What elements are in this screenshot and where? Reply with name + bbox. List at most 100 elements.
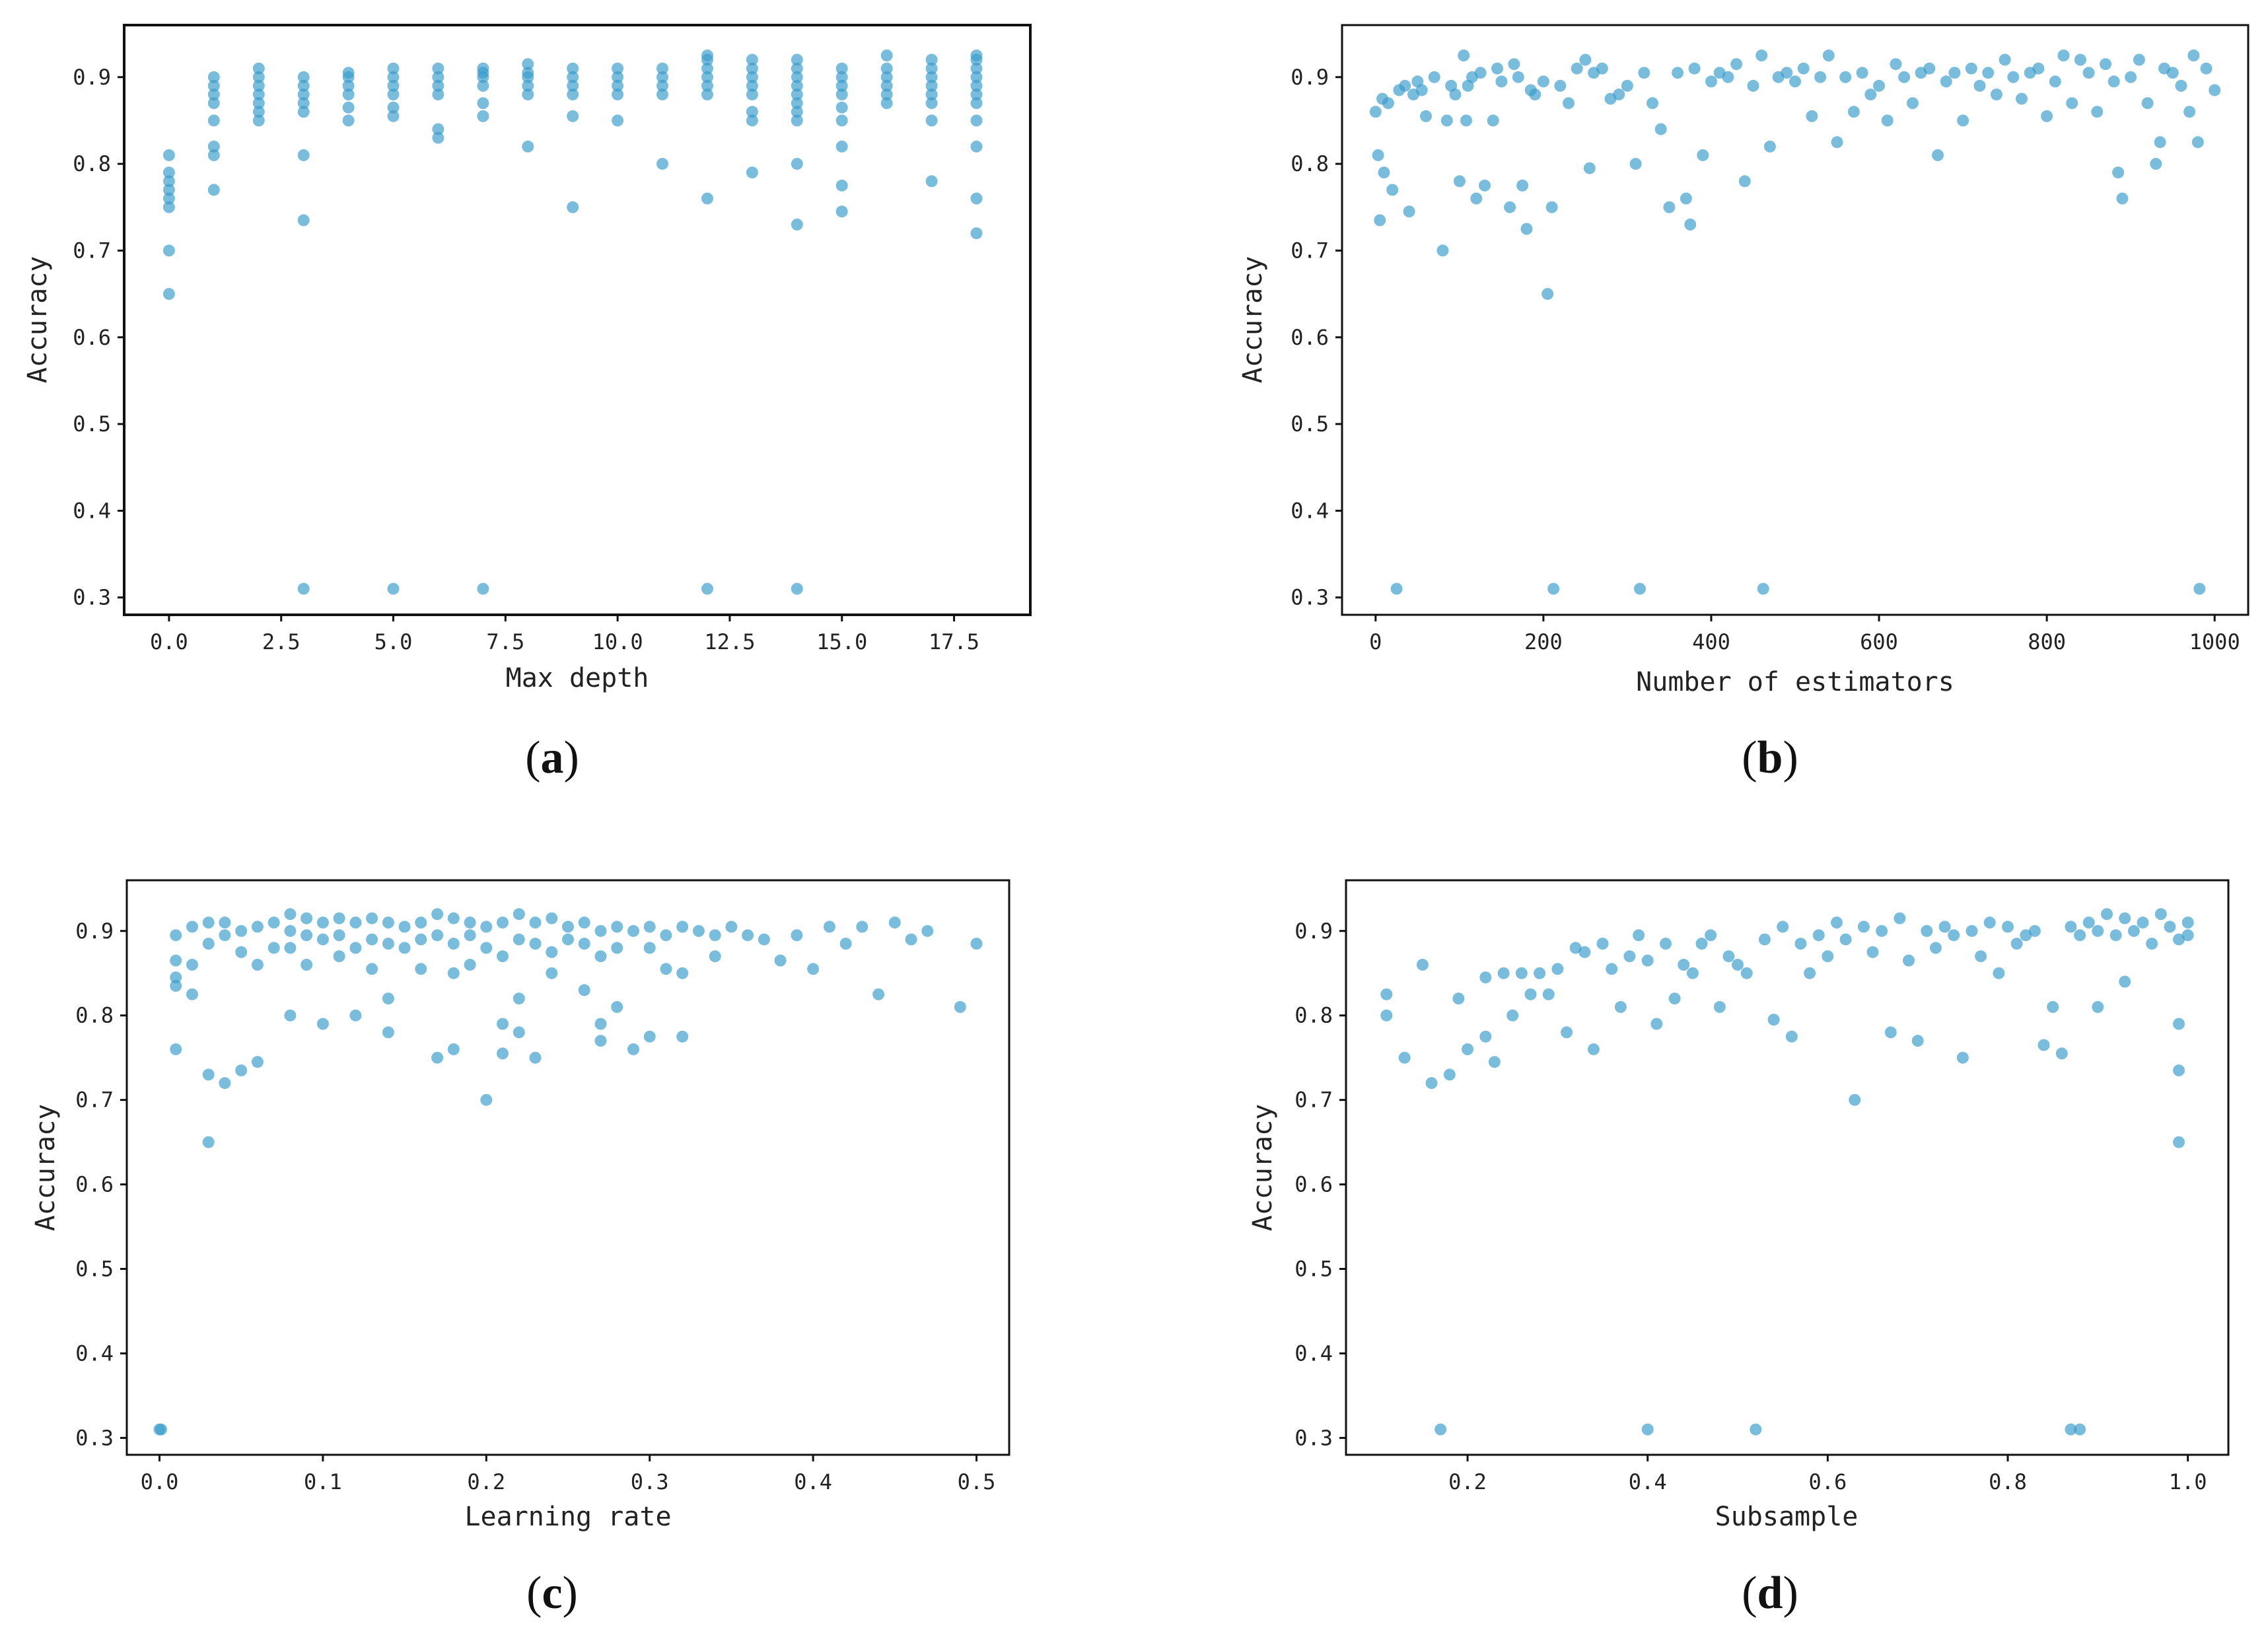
data-point-b-82: [1856, 67, 1868, 79]
y-tick-label-b-4: 0.7: [1291, 238, 1329, 263]
data-point-c-106: [742, 929, 754, 942]
data-point-d-40: [1740, 967, 1753, 979]
x-ticks-a: 0.0 2.5 5.0 7.5 10.0 12.5 15.0 17.5: [150, 615, 979, 654]
data-point-b-100: [2007, 71, 2020, 83]
data-point-b-13: [1415, 84, 1428, 96]
data-point-a-131: [970, 62, 983, 75]
data-point-a-57: [522, 58, 534, 71]
data-point-b-80: [1839, 71, 1852, 83]
data-point-c-95: [643, 942, 656, 954]
data-point-a-137: [970, 140, 983, 153]
data-point-a-10: [207, 88, 220, 101]
data-point-c-82: [578, 917, 590, 928]
x-tick-label-b-4: 800: [2028, 629, 2066, 654]
data-point-c-49: [398, 942, 411, 954]
y-tick-label-a-3: 0.6: [73, 325, 111, 350]
data-point-c-32: [316, 917, 329, 928]
data-point-a-11: [207, 97, 220, 110]
data-point-a-46: [432, 79, 444, 92]
data-point-b-27: [1479, 179, 1491, 192]
data-point-a-132: [970, 71, 983, 83]
data-point-a-25: [297, 88, 310, 101]
data-point-a-113: [835, 179, 848, 192]
data-point-b-87: [1898, 71, 1911, 83]
y-tick-label-d-6: 0.9: [1294, 919, 1333, 944]
data-point-c-1: [155, 1423, 167, 1436]
data-point-a-93: [746, 114, 758, 127]
data-point-a-38: [387, 71, 400, 83]
data-point-b-5: [1382, 97, 1394, 110]
data-point-b-51: [1621, 79, 1633, 92]
data-point-a-86: [701, 582, 713, 595]
data-point-b-1: [1372, 149, 1384, 161]
data-point-d-9: [1479, 971, 1492, 984]
data-point-d-71: [2020, 929, 2032, 942]
plot-frame-d: [1345, 879, 2230, 1456]
x-tick-label-b-0: 0: [1369, 629, 1382, 654]
data-point-d-10: [1479, 1030, 1492, 1043]
data-point-a-66: [567, 88, 579, 101]
data-point-a-1: [162, 166, 175, 179]
data-point-d-14: [1515, 967, 1528, 979]
x-ticks-d: 0.2 0.4 0.6 0.8 1.0: [1448, 1455, 2207, 1494]
data-point-d-11: [1488, 1056, 1501, 1068]
data-point-c-39: [349, 942, 362, 954]
data-point-c-81: [562, 933, 574, 946]
data-point-c-96: [643, 1030, 656, 1043]
data-point-c-37: [333, 950, 345, 963]
x-tick-label-c-0: 0.0: [141, 1469, 179, 1494]
data-point-b-56: [1654, 123, 1667, 135]
data-point-c-102: [692, 925, 705, 937]
data-point-b-104: [2041, 110, 2053, 122]
data-point-a-89: [746, 71, 758, 83]
y-tick-label-d-1: 0.4: [1294, 1341, 1333, 1366]
data-point-a-102: [791, 114, 803, 127]
data-point-a-118: [880, 79, 893, 92]
data-point-d-72: [2028, 925, 2041, 937]
data-point-b-71: [1763, 140, 1776, 153]
data-point-b-90: [1923, 62, 1936, 75]
data-point-b-116: [2133, 53, 2145, 66]
data-point-b-70: [1757, 582, 1769, 595]
data-point-c-17: [235, 925, 248, 937]
data-point-a-135: [970, 97, 983, 110]
data-point-d-69: [2002, 921, 2014, 933]
data-point-a-37: [387, 62, 400, 75]
data-point-a-8: [207, 71, 220, 83]
data-point-b-52: [1629, 158, 1642, 170]
data-point-d-54: [1866, 946, 1879, 958]
data-point-d-32: [1668, 993, 1681, 1005]
data-point-b-93: [1948, 67, 1961, 79]
panel-letter-b: (b): [1742, 732, 1798, 783]
data-point-d-87: [2127, 925, 2140, 937]
data-point-c-105: [725, 921, 738, 933]
data-point-c-55: [431, 1051, 444, 1064]
data-point-c-7: [186, 921, 198, 933]
data-point-b-119: [2154, 136, 2166, 149]
x-tick-label-b-5: 1000: [2189, 629, 2240, 654]
data-point-b-41: [1547, 582, 1560, 595]
y-axis-label-c: Accuracy: [30, 1104, 61, 1232]
data-point-b-95: [1965, 62, 1977, 75]
data-point-c-119: [970, 938, 983, 950]
data-point-d-73: [2038, 1039, 2050, 1051]
data-point-d-61: [1929, 942, 1942, 954]
data-point-b-38: [1537, 75, 1549, 88]
data-point-d-74: [2047, 1000, 2059, 1013]
data-point-c-43: [366, 963, 378, 975]
data-point-a-47: [432, 88, 444, 101]
data-point-a-12: [207, 114, 220, 127]
data-point-b-88: [1906, 97, 1919, 110]
data-point-d-65: [1966, 925, 1978, 937]
data-point-c-18: [235, 946, 248, 958]
data-point-b-96: [1973, 79, 1986, 92]
y-tick-label-c-6: 0.9: [75, 919, 114, 944]
data-point-c-68: [497, 1018, 509, 1030]
data-point-a-65: [567, 79, 579, 92]
plot-frame-b: [1341, 24, 2250, 616]
data-point-a-106: [835, 62, 848, 75]
data-point-b-124: [2187, 50, 2200, 61]
data-point-b-45: [1579, 53, 1592, 66]
data-point-b-17: [1440, 114, 1453, 127]
x-tick-label-b-3: 600: [1860, 629, 1898, 654]
